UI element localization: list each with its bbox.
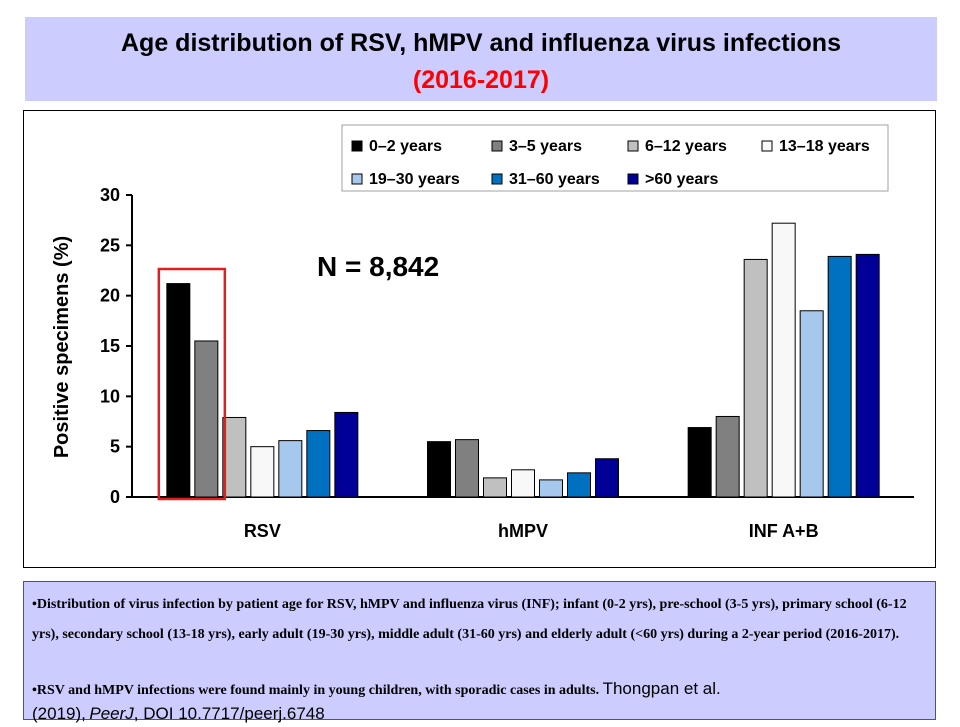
bar-rsv-6 [334, 411, 359, 498]
y-tick-label: 15 [100, 336, 120, 356]
x-tick-label: hMPV [498, 521, 548, 541]
legend-label: 0–2 years [369, 138, 442, 155]
legend-box [341, 124, 889, 192]
note-2-text: RSV and hMPV infections were found mainl… [36, 683, 600, 698]
chart-frame: 0 5 10 15 20 25 30 Positive specimens (%) RSV hMP… [23, 110, 936, 568]
legend-label: 6–12 years [645, 138, 727, 155]
bar-chart: 0 5 10 15 20 25 30 Positive specimens (%) RSV hMP… [51, 124, 914, 541]
legend-swatch [351, 140, 363, 152]
bar-rsv-2 [222, 416, 247, 498]
citation-authors: Thongpan et al. [602, 679, 721, 698]
y-tick-label: 0 [110, 487, 120, 507]
legend-swatch [627, 173, 639, 185]
legend-label: 13–18 years [779, 138, 870, 155]
bar-hmpv-2 [483, 477, 507, 498]
note-1: •Distribution of virus infection by pati… [32, 590, 922, 650]
note-2-bullet: • [32, 683, 37, 698]
bar-inf-a-b-1 [715, 415, 740, 498]
y-tick-label: 25 [100, 235, 120, 255]
bar-inf-a-b-6 [855, 253, 880, 498]
x-tick-label: RSV [244, 521, 281, 541]
bar-rsv-3 [250, 446, 275, 498]
bar-rsv-1 [194, 340, 219, 498]
bar-rsv-5 [306, 430, 331, 498]
bar-hmpv-6 [595, 458, 619, 498]
bar-inf-a-b-4 [799, 310, 824, 498]
x-tick-label: INF A+B [749, 521, 819, 541]
note-1-bullet: • [32, 597, 37, 612]
legend-label: 3–5 years [509, 138, 582, 155]
bar-hmpv-1 [455, 439, 479, 498]
legend-label: 19–30 years [369, 171, 460, 188]
notes-box: •Distribution of virus infection by pati… [23, 581, 936, 723]
y-tick-label: 5 [110, 437, 120, 457]
citation-year: (2019), [32, 704, 86, 723]
citation-journal: PeerJ [89, 704, 134, 723]
page-subtitle: (2016-2017) [412, 66, 550, 94]
bar-inf-a-b-5 [827, 255, 852, 498]
citation-doi: , DOI 10.7717/peerj.6748 [133, 704, 325, 723]
legend-label: 31–60 years [509, 171, 600, 188]
y-tick-label: 30 [100, 185, 120, 205]
legend-label: >60 years [645, 171, 719, 188]
y-axis-label: Positive specimens (%) [51, 236, 73, 458]
bar-inf-a-b-0 [687, 427, 712, 498]
title-banner: Age distribution of RSV, hMPV and influe… [25, 17, 937, 101]
bar-inf-a-b-3 [771, 222, 796, 498]
legend-swatch [761, 140, 773, 152]
bar-rsv-0 [166, 283, 191, 498]
bar-rsv-4 [278, 440, 303, 498]
bar-hmpv-5 [567, 472, 591, 498]
bar-hmpv-3 [511, 469, 535, 498]
legend-swatch [491, 173, 503, 185]
sample-size-annotation: N = 8,842 [317, 251, 439, 282]
y-tick-label: 20 [100, 286, 120, 306]
note-1-text: Distribution of virus infection by patie… [32, 597, 907, 642]
bar-hmpv-4 [539, 479, 563, 498]
legend-swatch [351, 173, 363, 185]
y-tick-label: 10 [100, 386, 120, 406]
note-2: •RSV and hMPV infections were found main… [32, 677, 922, 727]
legend-swatch [627, 140, 639, 152]
highlight-box [157, 267, 227, 501]
bar-inf-a-b-2 [743, 258, 768, 498]
bar-hmpv-0 [427, 441, 451, 498]
page-title: Age distribution of RSV, hMPV and influe… [121, 29, 841, 57]
legend-swatch [491, 140, 503, 152]
